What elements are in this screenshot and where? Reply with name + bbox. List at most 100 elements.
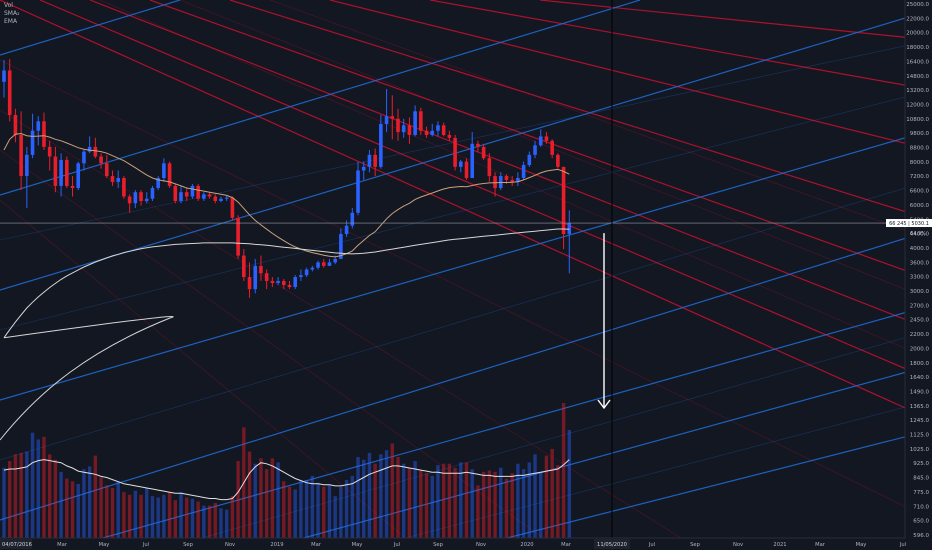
blue-trend-line (59, 304, 932, 550)
red-trend-line (429, 0, 932, 91)
candle-body (219, 198, 223, 201)
red-trend-line (229, 0, 932, 221)
volume-bar (53, 459, 58, 538)
volume-bar (481, 471, 486, 538)
price-tick-label: 3000.0 (910, 289, 930, 295)
volume-bar (145, 488, 149, 538)
legend-sma[interactable]: SMA₂ (4, 10, 20, 17)
price-tick-label: 20000.0 (906, 31, 929, 37)
candle-body (327, 262, 332, 266)
time-tick-label: Sep (183, 542, 193, 548)
legend-vol[interactable]: Vol (4, 2, 13, 9)
candle-body (202, 194, 206, 199)
time-tick-label: Jul (648, 542, 655, 548)
price-tick-label: 1125.0 (910, 433, 930, 439)
candle-body (264, 273, 269, 281)
volume-bar (504, 478, 509, 538)
candle-body (396, 118, 400, 133)
time-tick-label: Nov (476, 542, 486, 548)
volume-bar (202, 505, 206, 538)
candle-body (556, 154, 560, 167)
blue-trend-line (0, 0, 181, 56)
volume-bar (270, 458, 275, 538)
price-tick-label: 22000.0 (906, 16, 929, 22)
price-tag-bg (886, 219, 932, 228)
price-tick-label: 2700.0 (910, 303, 930, 309)
time-tick-label: Mar (561, 542, 572, 548)
volume-bar (299, 481, 303, 538)
candle-body (544, 136, 549, 141)
volume-bar (567, 430, 571, 538)
blue-trend-line (159, 329, 932, 550)
candle-body (36, 121, 41, 131)
candle-body (47, 146, 52, 157)
price-tag-label: 66 245 | 5030.1 (889, 221, 929, 227)
volume-bar (390, 443, 394, 538)
time-tick-label: 2021 (773, 542, 786, 548)
candle-body (19, 134, 23, 177)
price-tick-label: 710.0 (913, 504, 929, 510)
price-tick-label: 25000.0 (906, 2, 929, 8)
volume-bar (219, 508, 223, 538)
candle-body (230, 197, 235, 218)
volume-bar (230, 496, 235, 538)
volume-bar (373, 463, 377, 538)
candle-body (367, 154, 372, 167)
red-trend-line (539, 0, 932, 41)
candle-body (287, 284, 292, 288)
volume-bar (413, 461, 417, 538)
volume-bar (105, 485, 109, 538)
candle-body (13, 114, 18, 135)
candle-body (65, 159, 69, 186)
volume-bar (533, 454, 537, 538)
volume-bar (36, 439, 40, 538)
candle-body (110, 176, 115, 182)
candle-body (339, 234, 343, 259)
candle-body (379, 123, 383, 167)
volume-bar (470, 469, 474, 538)
volume-bar (476, 485, 480, 538)
price-tick-label: 6000.0 (910, 203, 930, 209)
volume-bar (162, 494, 166, 538)
time-tick-label: 2020 (520, 542, 533, 548)
volume-bar (253, 463, 257, 538)
candle-body (299, 275, 303, 278)
time-tick-label: Mar (815, 542, 826, 548)
volume-bar (430, 475, 434, 538)
blue-trend-line (0, 129, 932, 401)
volume-bar (8, 461, 12, 538)
volume-bar (436, 465, 440, 538)
legend-ema[interactable]: EMA (4, 18, 18, 25)
red-trend-line (99, 0, 932, 361)
volume-bar (327, 485, 332, 538)
candle-body (133, 192, 138, 204)
price-tick-label: 8800.0 (910, 146, 930, 152)
volume-bar (396, 457, 400, 538)
candle-body (104, 163, 109, 177)
candle-body (242, 255, 246, 278)
candle-body (459, 161, 463, 167)
volume-bar (459, 462, 463, 538)
candle-body (487, 158, 492, 177)
volume-bar (116, 481, 120, 538)
red-trend-line (0, 109, 701, 550)
volume-bar (556, 465, 560, 538)
indicator-legend: Vol SMA₂ EMA (4, 2, 20, 26)
volume-bar (173, 500, 177, 538)
volume-bar (510, 473, 514, 538)
price-tick-label: 1800.0 (910, 361, 930, 367)
candle-body (316, 262, 320, 268)
candle-body (493, 176, 497, 188)
candle-body (304, 269, 309, 276)
candle-body (310, 267, 315, 270)
volume-bar (407, 467, 412, 538)
time-tick-label: Mar (311, 542, 322, 548)
price-tick-label: 1025.0 (910, 447, 930, 453)
candle-body (93, 146, 98, 157)
volume-bar (179, 492, 183, 538)
volume-bar (322, 486, 326, 538)
candle-body (550, 140, 554, 155)
candle-body (419, 111, 423, 131)
